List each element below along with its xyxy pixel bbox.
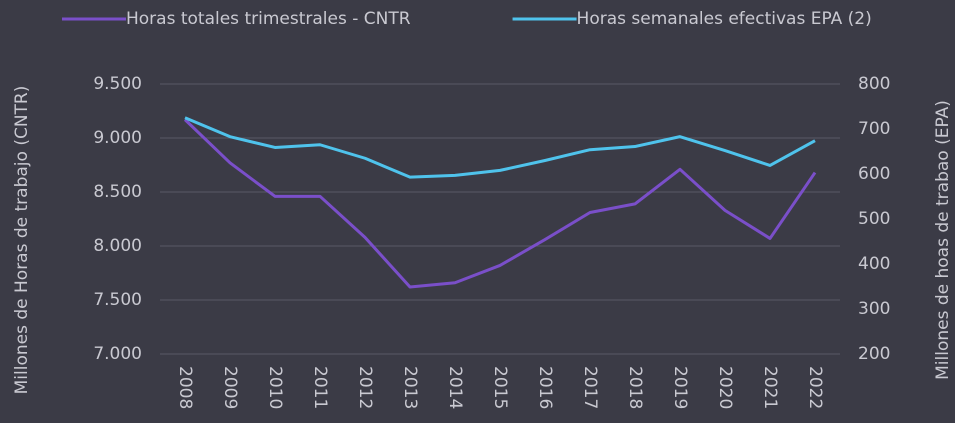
y2-tick-label: 800 bbox=[858, 74, 890, 94]
legend-label: Horas totales trimestrales - CNTR bbox=[126, 9, 411, 29]
x-tick-label: 2022 bbox=[805, 366, 825, 409]
y2-tick-label: 700 bbox=[858, 119, 890, 139]
x-tick-label: 2019 bbox=[670, 366, 690, 409]
y2-tick-label: 600 bbox=[858, 164, 890, 184]
y-tick-label: 7.000 bbox=[93, 344, 142, 364]
x-tick-label: 2021 bbox=[760, 366, 780, 409]
x-tick-label: 2010 bbox=[265, 366, 285, 409]
x-tick-label: 2008 bbox=[175, 366, 195, 409]
y-tick-label: 7.500 bbox=[93, 290, 142, 310]
y2-axis-title: Millones de hoas de trabao (EPA) bbox=[933, 100, 953, 380]
y-tick-label: 8.000 bbox=[93, 236, 142, 256]
x-tick-label: 2018 bbox=[625, 366, 645, 409]
x-tick-label: 2011 bbox=[310, 366, 330, 409]
y2-tick-label: 500 bbox=[858, 209, 890, 229]
y-tick-label: 8.500 bbox=[93, 182, 142, 202]
legend-label: Horas semanales efectivas EPA (2) bbox=[577, 9, 872, 29]
y2-tick-label: 300 bbox=[858, 299, 890, 319]
y-tick-label: 9.000 bbox=[93, 128, 142, 148]
x-tick-label: 2009 bbox=[220, 366, 240, 409]
x-tick-label: 2012 bbox=[355, 366, 375, 409]
x-tick-label: 2016 bbox=[535, 366, 555, 409]
x-tick-label: 2020 bbox=[715, 366, 735, 409]
x-tick-label: 2015 bbox=[490, 366, 510, 409]
y2-tick-label: 400 bbox=[858, 254, 890, 274]
line-series bbox=[184, 116, 816, 179]
y2-tick-label: 200 bbox=[858, 344, 890, 364]
x-tick-label: 2017 bbox=[580, 366, 600, 409]
line-series bbox=[183, 118, 817, 289]
x-tick-label: 2013 bbox=[400, 366, 420, 409]
x-tick-label: 2014 bbox=[445, 366, 465, 409]
y-axis-title: Millones de Horas de trabajo (CNTR) bbox=[12, 86, 32, 395]
y-tick-label: 9.500 bbox=[93, 74, 142, 94]
